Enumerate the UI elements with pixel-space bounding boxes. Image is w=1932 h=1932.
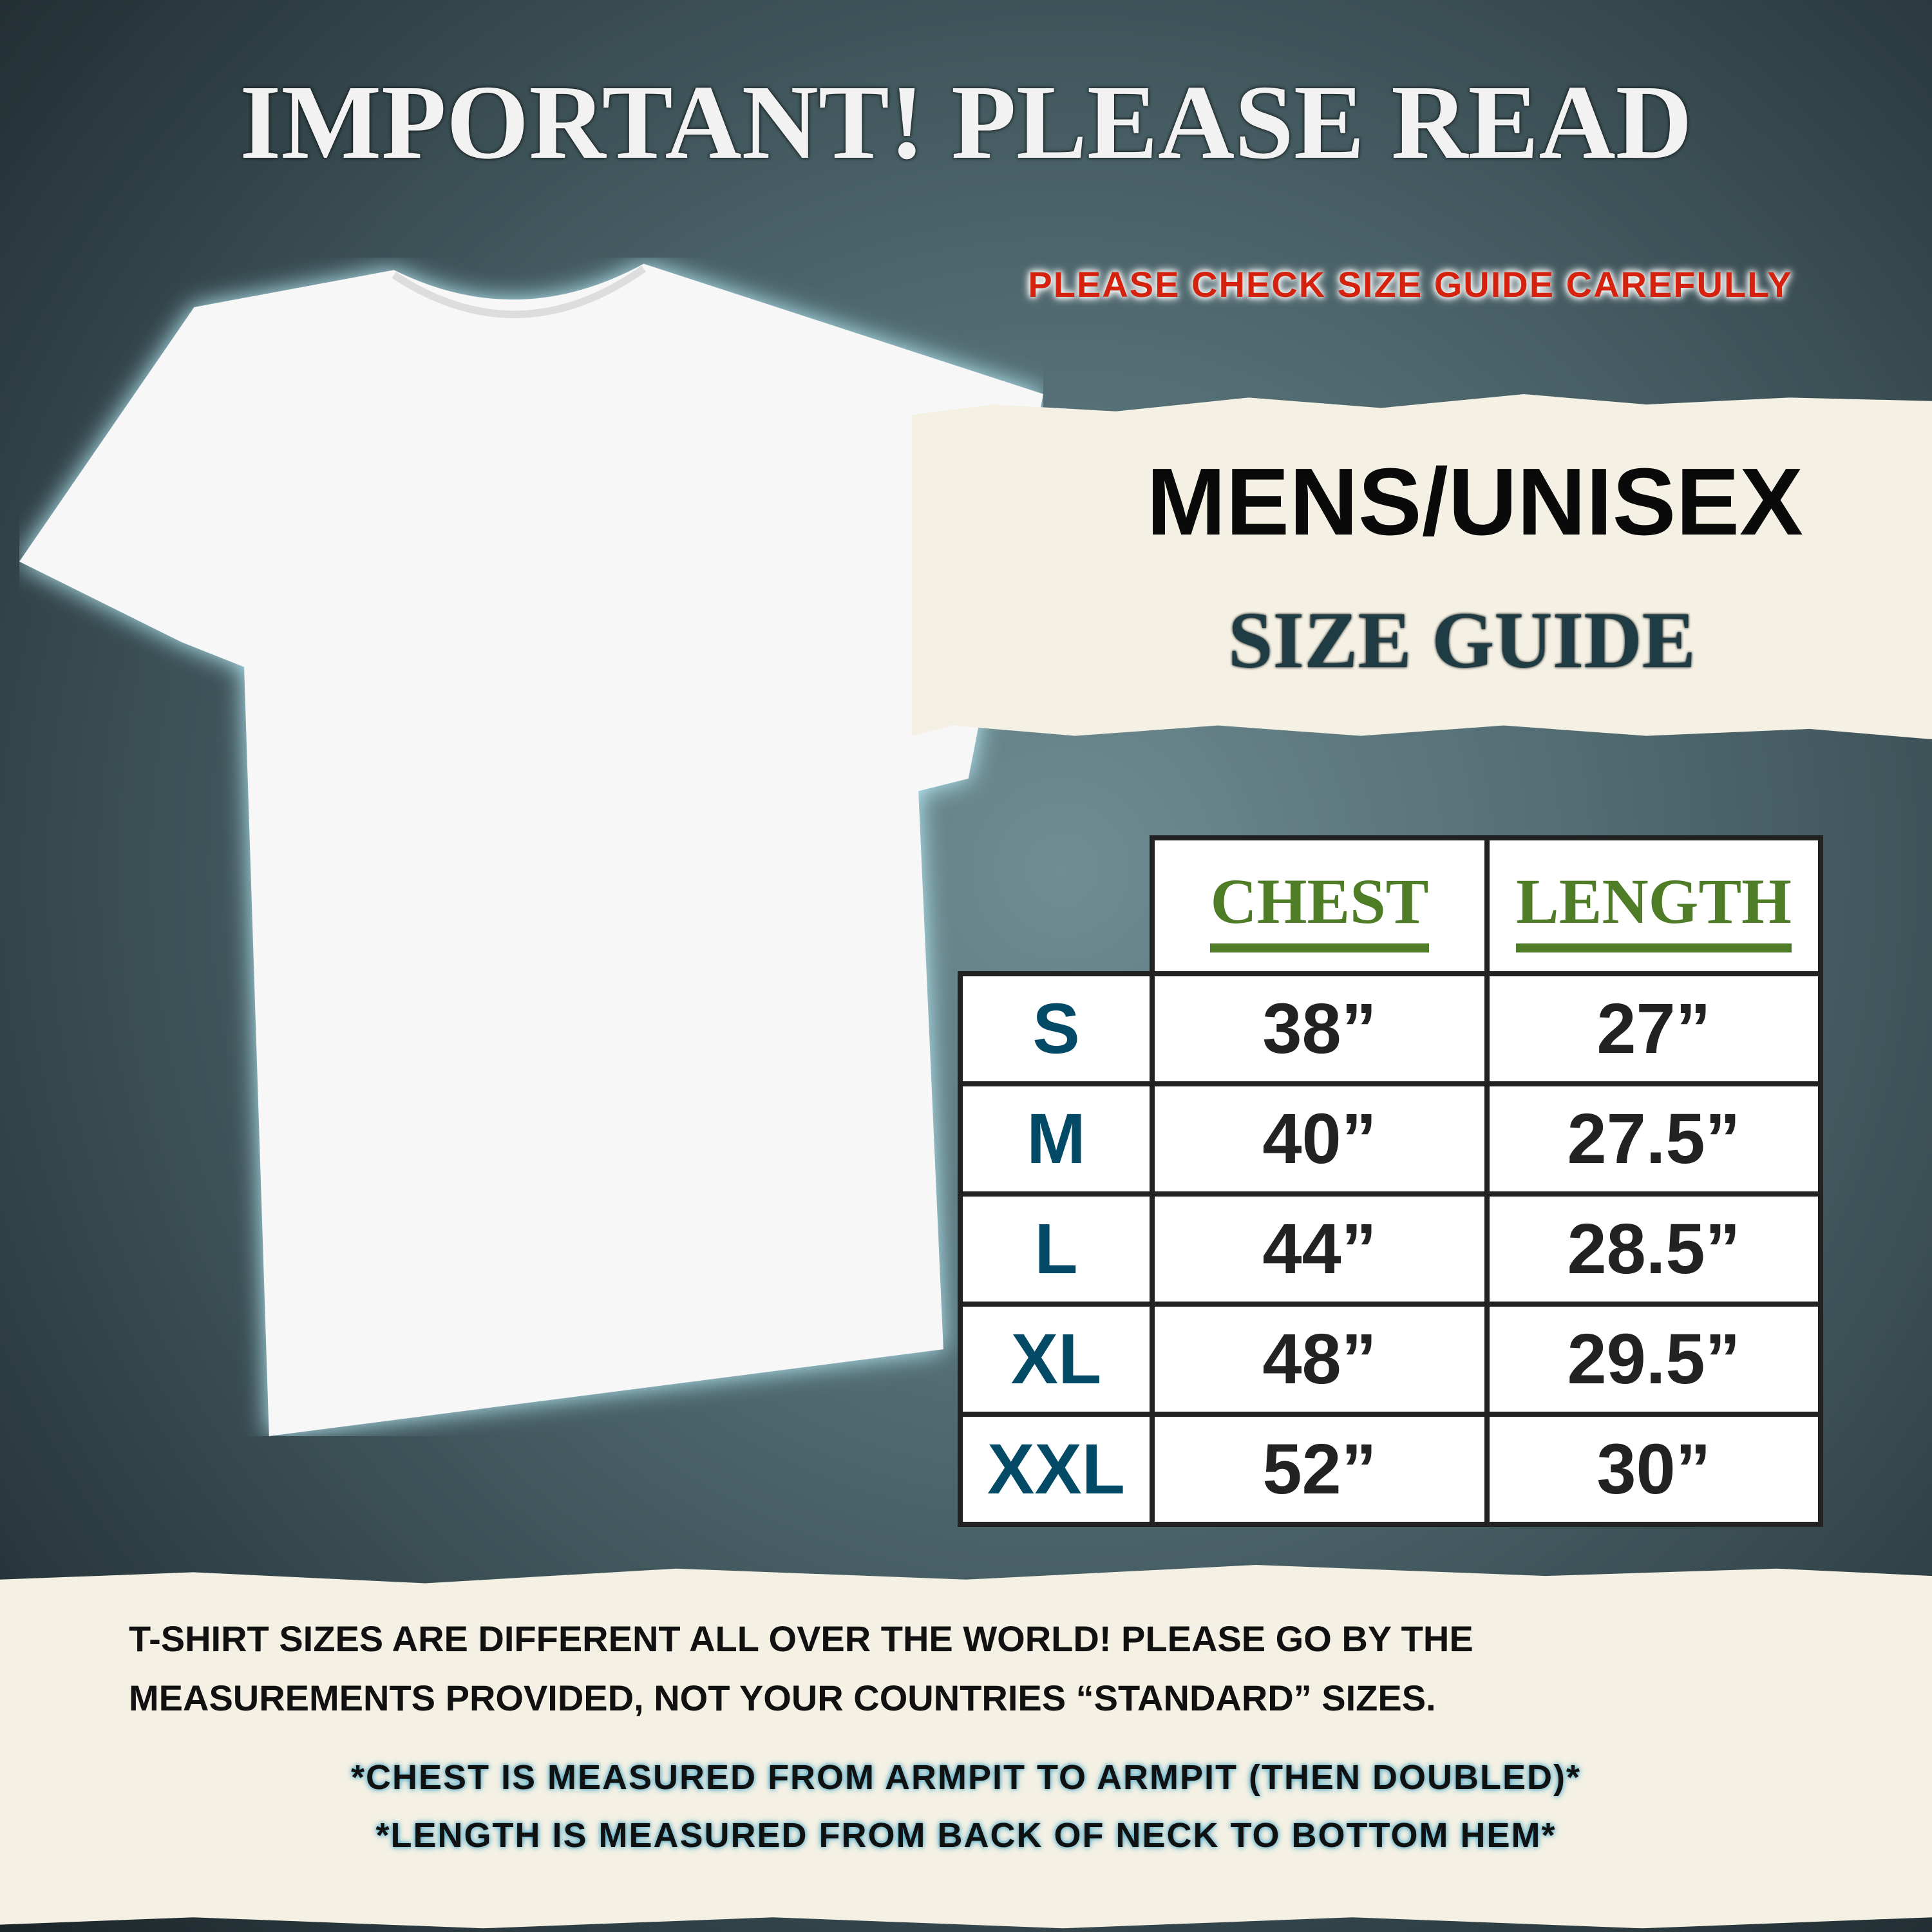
guide-subheading: SIZE GUIDE [1228,596,1696,685]
chest-value: 40” [1262,1099,1377,1179]
page-title: IMPORTANT! PLEASE READ [240,63,1692,181]
chest-measure-note: *CHEST IS MEASURED FROM ARMPIT TO ARMPIT… [350,1758,1581,1797]
size-label-cell: XXL [958,1412,1155,1527]
length-value: 27.5” [1567,1099,1741,1179]
disclaimer-line-2: MEASUREMENTS PROVIDED, NOT YOUR COUNTRIE… [129,1678,1436,1718]
disclaimer-line-1: T-SHIRT SIZES ARE DIFFERENT ALL OVER THE… [129,1618,1473,1659]
size-label-cell: XL [958,1302,1155,1417]
length-value-cell: 27” [1484,971,1823,1086]
size-label: M [1027,1099,1086,1179]
size-label: XL [1010,1320,1102,1399]
length-value: 28.5” [1567,1209,1741,1289]
size-label: XXL [987,1430,1125,1509]
length-value-cell: 28.5” [1484,1191,1823,1307]
size-label: S [1032,989,1080,1068]
length-value-cell: 30” [1484,1412,1823,1527]
length-value-cell: 29.5” [1484,1302,1823,1417]
chest-value: 48” [1262,1320,1377,1399]
subtitle: PLEASE CHECK SIZE GUIDE CAREFULLY [1028,264,1793,305]
torn-paper-footer [0,1565,1932,1929]
length-value: 27” [1596,989,1711,1068]
chest-value-cell: 44” [1150,1191,1490,1307]
chest-value: 44” [1262,1209,1377,1289]
length-value-cell: 27.5” [1484,1081,1823,1197]
chest-value-cell: 38” [1150,971,1490,1086]
length-value: 30” [1596,1430,1711,1509]
length-measure-note: *LENGTH IS MEASURED FROM BACK OF NECK TO… [375,1816,1557,1855]
chest-value: 38” [1262,989,1377,1068]
chest-value-cell: 48” [1150,1302,1490,1417]
guide-heading: MENS/UNISEX [1146,449,1803,555]
size-label: L [1034,1209,1078,1289]
size-label-cell: M [958,1081,1155,1197]
column-header-chest: CHEST [1150,835,1490,976]
size-table: CHEST LENGTH S 38” 27” M 40” 27.5” L 44” 28.5” XL… [958,835,1823,1527]
tshirt-image [19,258,1043,1436]
torn-paper-banner [912,394,1932,739]
chest-value: 52” [1262,1430,1377,1509]
size-label-cell: L [958,1191,1155,1307]
chest-value-cell: 40” [1150,1081,1490,1197]
column-header-length: LENGTH [1484,835,1823,976]
length-value: 29.5” [1567,1320,1741,1399]
chest-value-cell: 52” [1150,1412,1490,1527]
size-label-cell: S [958,971,1155,1086]
